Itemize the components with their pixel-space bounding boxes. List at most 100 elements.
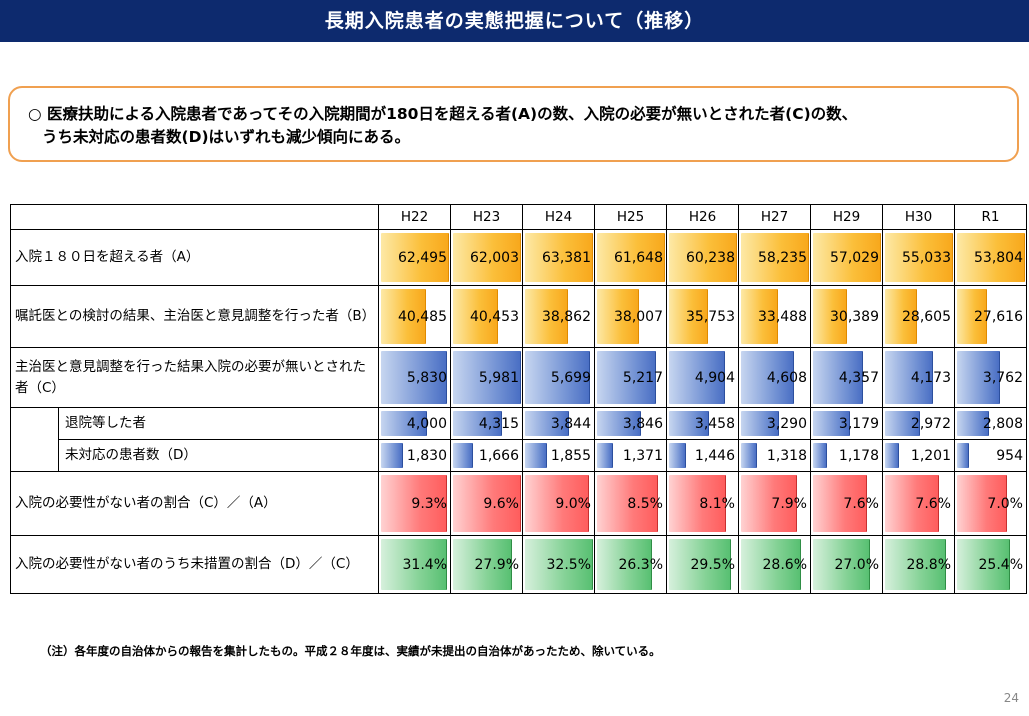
- data-bar: [813, 539, 870, 590]
- value-cell: 27.0%: [810, 535, 883, 594]
- value-cell: 1,201: [882, 439, 955, 472]
- data-bar: [597, 233, 665, 282]
- cell-value: 40,453: [470, 308, 519, 325]
- year-header: H26: [666, 204, 739, 230]
- year-header: H23: [450, 204, 523, 230]
- cell-value: 1,855: [550, 447, 591, 464]
- value-cell: 8.5%: [594, 471, 667, 536]
- cell-value: 4,357: [838, 369, 879, 386]
- cell-value: 8.5%: [627, 495, 663, 512]
- value-cell: 3,846: [594, 407, 667, 440]
- data-bar: [525, 411, 569, 436]
- cell-value: 61,648: [614, 249, 663, 266]
- cell-value: 33,488: [758, 308, 807, 325]
- data-bar: [525, 443, 547, 468]
- cell-value: 35,753: [686, 308, 735, 325]
- cell-value: 62,003: [470, 249, 519, 266]
- value-cell: 5,830: [378, 347, 451, 408]
- cell-value: 58,235: [758, 249, 807, 266]
- cell-value: 31.4%: [402, 556, 447, 573]
- value-cell: 35,753: [666, 285, 739, 348]
- cell-value: 7.6%: [843, 495, 879, 512]
- cell-value: 57,029: [830, 249, 879, 266]
- cell-value: 28.8%: [906, 556, 951, 573]
- data-bar: [597, 475, 658, 532]
- value-cell: 31.4%: [378, 535, 451, 594]
- data-bar: [525, 539, 593, 590]
- cell-value: 5,981: [478, 369, 519, 386]
- cell-value: 63,381: [542, 249, 591, 266]
- cell-value: 5,217: [622, 369, 663, 386]
- value-cell: 55,033: [882, 229, 955, 286]
- value-cell: 9.3%: [378, 471, 451, 536]
- data-bar: [741, 289, 779, 344]
- value-cell: 7.9%: [738, 471, 811, 536]
- value-cell: 4,608: [738, 347, 811, 408]
- cell-value: 55,033: [902, 249, 951, 266]
- cell-value: 27.0%: [834, 556, 879, 573]
- data-bar: [669, 351, 725, 404]
- value-cell: 25.4%: [954, 535, 1027, 594]
- value-cell: 32.5%: [522, 535, 595, 594]
- cell-value: 7.6%: [915, 495, 951, 512]
- data-bar: [741, 475, 797, 532]
- value-cell: 954: [954, 439, 1027, 472]
- data-bar: [957, 475, 1007, 532]
- data-bar: [957, 289, 988, 344]
- cell-value: 7.0%: [987, 495, 1023, 512]
- value-cell: 28.8%: [882, 535, 955, 594]
- cell-value: 30,389: [830, 308, 879, 325]
- table-row: 嘱託医との検討の結果、主治医と意見調整を行った者（B） 40,485 40,453 3…: [10, 285, 1027, 348]
- footnote: （注）各年度の自治体からの報告を集計したもの。平成２８年度は、実績が未提出の自治…: [40, 644, 661, 658]
- cell-value: 8.1%: [699, 495, 735, 512]
- data-bar: [885, 475, 939, 532]
- data-bar: [453, 411, 503, 436]
- value-cell: 53,804: [954, 229, 1027, 286]
- data-bar: [813, 443, 828, 468]
- cell-value: 60,238: [686, 249, 735, 266]
- data-bar: [453, 443, 473, 468]
- value-cell: 33,488: [738, 285, 811, 348]
- data-bar: [597, 289, 639, 344]
- data-bar: [669, 443, 687, 468]
- value-cell: 40,485: [378, 285, 451, 348]
- data-bar: [597, 539, 653, 590]
- row-label: 嘱託医との検討の結果、主治医と意見調整を行った者（B）: [10, 285, 379, 348]
- data-bar: [669, 475, 727, 532]
- cell-value: 4,173: [910, 369, 951, 386]
- cell-value: 1,666: [478, 447, 519, 464]
- value-cell: 30,389: [810, 285, 883, 348]
- page-title: 長期入院患者の実態把握について（推移）: [0, 0, 1029, 42]
- value-cell: 61,648: [594, 229, 667, 286]
- value-cell: 3,762: [954, 347, 1027, 408]
- value-cell: 57,029: [810, 229, 883, 286]
- cell-value: 5,830: [406, 369, 447, 386]
- data-table: H22 H23 H24 H25 H26 H27 H29 H30 R1 入院１８０…: [10, 204, 1027, 594]
- data-bar: [381, 443, 403, 468]
- data-bar: [453, 475, 521, 532]
- data-bar: [813, 351, 863, 404]
- cell-value: 38,862: [542, 308, 591, 325]
- row-label: 入院１８０日を超える者（A）: [10, 229, 379, 286]
- summary-text-1: 医療扶助による入院患者であってその入院期間が180日を超える者(A)の数、入院の…: [46, 105, 858, 123]
- row-label: 退院等した者: [58, 407, 379, 440]
- data-bar: [957, 539, 1011, 590]
- cell-value: 9.3%: [411, 495, 447, 512]
- value-cell: 26.3%: [594, 535, 667, 594]
- data-bar: [669, 411, 709, 436]
- value-cell: 2,808: [954, 407, 1027, 440]
- value-cell: 62,495: [378, 229, 451, 286]
- data-bar: [525, 233, 593, 282]
- cell-value: 3,290: [766, 415, 807, 432]
- data-bar: [885, 443, 900, 468]
- data-bar: [885, 351, 933, 404]
- data-bar: [957, 351, 1001, 404]
- cell-value: 29.5%: [690, 556, 735, 573]
- value-cell: 40,453: [450, 285, 523, 348]
- value-cell: 62,003: [450, 229, 523, 286]
- value-cell: 9.0%: [522, 471, 595, 536]
- cell-value: 4,904: [694, 369, 735, 386]
- data-bar: [813, 475, 867, 532]
- value-cell: 4,000: [378, 407, 451, 440]
- header-corner: [10, 204, 379, 230]
